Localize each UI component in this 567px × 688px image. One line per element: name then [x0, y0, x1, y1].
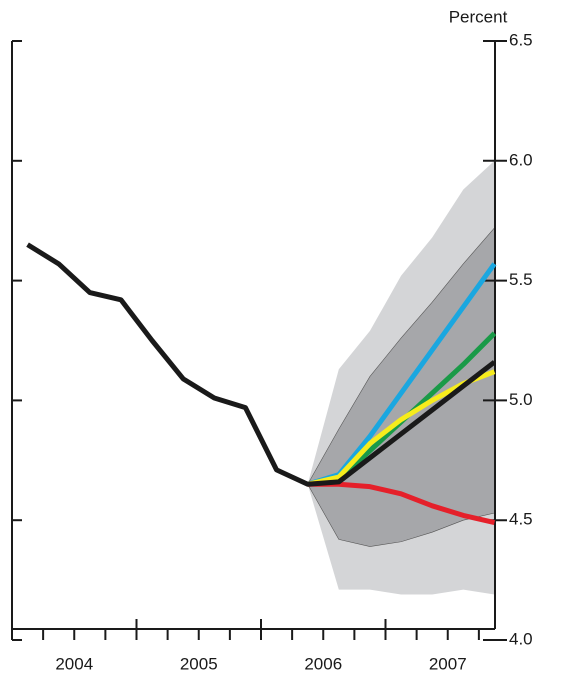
y-tick-label: 5.5 [509, 270, 533, 289]
y-tick-label: 6.5 [509, 30, 533, 49]
y-tick-label: 4.5 [509, 510, 533, 529]
y-tick-label: 5.0 [509, 390, 533, 409]
y-axis-label: Percent [449, 7, 508, 26]
y-tick-label: 4.0 [509, 629, 533, 648]
y-tick-label: 6.0 [509, 150, 533, 169]
x-tick-label: 2007 [429, 654, 467, 673]
x-tick-label: 2005 [180, 654, 218, 673]
x-tick-label: 2006 [304, 654, 342, 673]
series-line [26, 242, 496, 487]
x-tick-label: 2004 [55, 654, 93, 673]
